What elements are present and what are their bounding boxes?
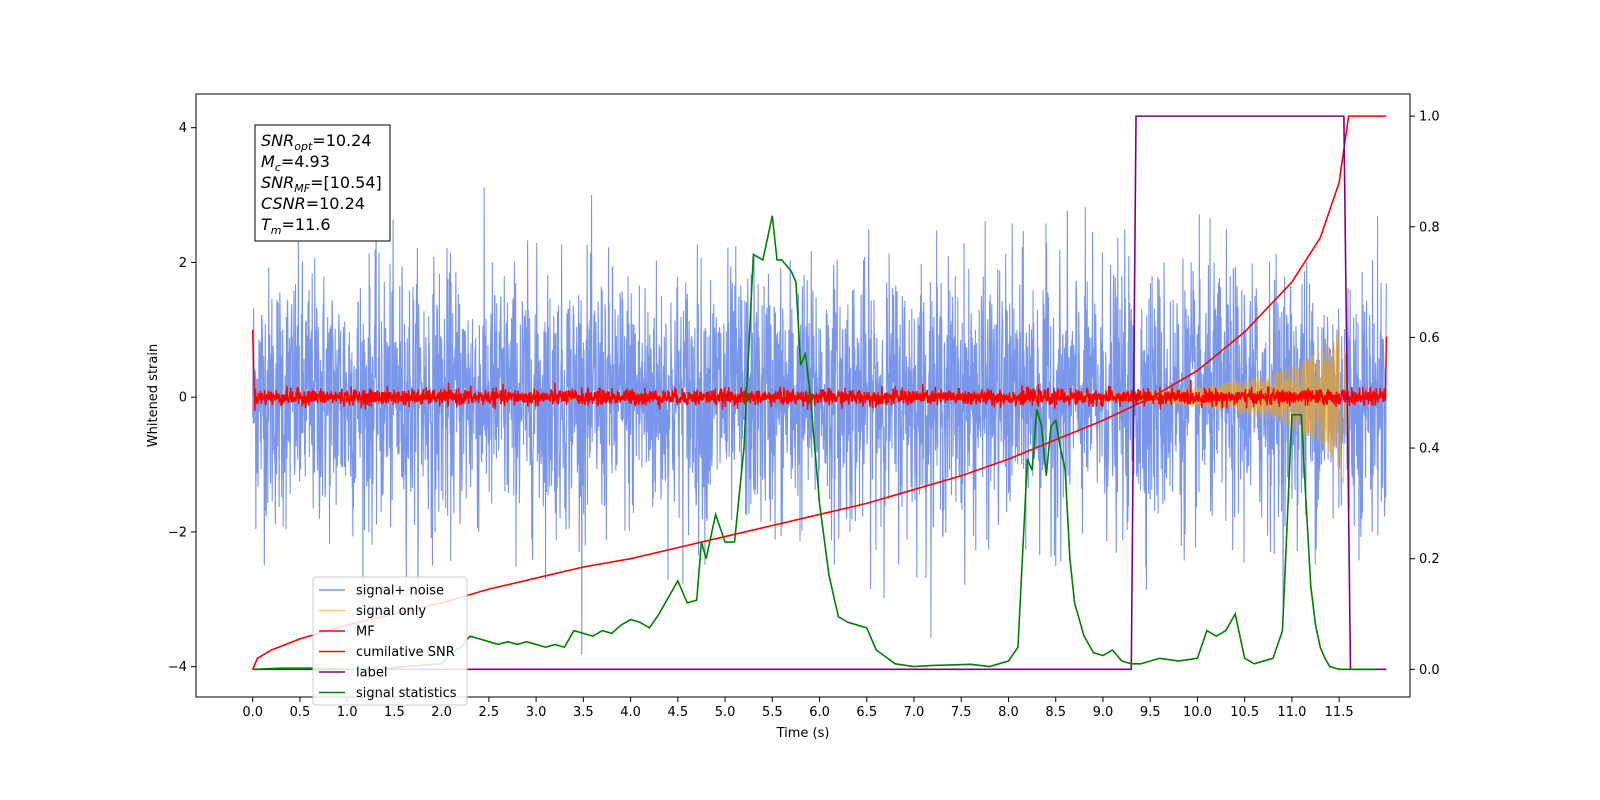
- legend-label: cumilative SNR: [356, 645, 455, 660]
- y-right-tick-label: 0.6: [1419, 331, 1440, 346]
- x-axis: 0.0 0.5 1.0 1.5 2.0 2.5 3.0 3.5 4.0 4.5 5.0 5.5 6.0 6…: [242, 697, 1354, 720]
- y-axis-right: 1.0 0.8 0.6 0.4 0.2 0.0: [1410, 110, 1440, 678]
- plot-frame: [195, 93, 1411, 698]
- x-tick-label: 10.0: [1183, 705, 1212, 720]
- y-left-tick-label: −2: [168, 525, 187, 540]
- x-tick-label: 4.0: [620, 705, 641, 720]
- series-line: [252, 187, 1387, 655]
- x-tick-label: 7.0: [904, 705, 925, 720]
- y-axis-title: Whitened strain: [146, 344, 161, 447]
- x-tick-label: 6.5: [856, 705, 877, 720]
- legend-item: signal+ noise: [319, 584, 444, 599]
- x-tick-label: 3.0: [526, 705, 547, 720]
- x-tick-label: 1.0: [337, 705, 358, 720]
- legend-item: signal statistics: [319, 686, 457, 701]
- legend-item: MF: [319, 625, 375, 640]
- info-box: SNRopt=10.24 Mc=4.93 SNRMF=[10.54] CSNR=…: [254, 124, 391, 242]
- y-left-tick-label: 0: [179, 391, 187, 406]
- x-tick-label: 5.0: [715, 705, 736, 720]
- x-tick-label: 10.5: [1230, 705, 1259, 720]
- info-merger-time: Tm=11.6: [261, 215, 331, 237]
- info-csnr: CSNR=10.24: [261, 194, 365, 213]
- x-tick-label: 8.5: [1045, 705, 1066, 720]
- y-left-tick-label: −4: [168, 660, 187, 675]
- x-tick-label: 2.0: [431, 705, 452, 720]
- x-axis-title: Time (s): [776, 726, 830, 741]
- info-chirp-mass: Mc=4.93: [261, 152, 330, 174]
- info-box-frame: [254, 124, 391, 242]
- series-signal-statistics: [252, 215, 1377, 671]
- y-right-tick-label: 0.4: [1419, 442, 1440, 457]
- x-tick-label: 5.5: [762, 705, 783, 720]
- legend-item: cumilative SNR: [319, 645, 455, 660]
- x-tick-label: 8.0: [998, 705, 1019, 720]
- y-right-tick-label: 1.0: [1419, 110, 1440, 125]
- x-tick-label: 11.0: [1277, 705, 1306, 720]
- legend-label: label: [356, 666, 387, 681]
- series-signal-noise: [252, 187, 1387, 655]
- series-line: [251, 329, 1388, 411]
- legend-label: MF: [356, 625, 375, 640]
- x-tick-label: 0.0: [242, 705, 263, 720]
- legend-label: signal+ noise: [356, 584, 444, 599]
- x-tick-label: 3.5: [573, 705, 594, 720]
- x-tick-label: 9.0: [1093, 705, 1114, 720]
- y-axis-left: 4 2 0 −2 −4: [168, 121, 196, 675]
- legend-label: signal statistics: [356, 686, 457, 701]
- legend-frame: [312, 576, 468, 706]
- x-tick-label: 2.5: [479, 705, 500, 720]
- legend-item: label: [319, 666, 387, 681]
- y-right-tick-label: 0.0: [1419, 663, 1440, 678]
- series-mf: [251, 329, 1388, 411]
- x-tick-label: 4.5: [667, 705, 688, 720]
- y-left-tick-label: 4: [179, 121, 187, 136]
- x-tick-label: 9.5: [1140, 705, 1161, 720]
- series-line: [252, 215, 1377, 671]
- x-tick-label: 11.5: [1325, 705, 1354, 720]
- legend-item: signal only: [319, 604, 426, 619]
- y-right-tick-label: 0.8: [1419, 220, 1440, 235]
- y-left-tick-label: 2: [179, 256, 187, 271]
- info-snr-mf: SNRMF=[10.54]: [261, 173, 382, 195]
- y-right-tick-label: 0.2: [1419, 552, 1440, 567]
- legend: signal+ noise signal only MF cumilative SNR…: [312, 576, 468, 706]
- x-tick-label: 7.5: [951, 705, 972, 720]
- x-tick-label: 6.0: [809, 705, 830, 720]
- x-tick-label: 1.5: [384, 705, 405, 720]
- x-tick-label: 0.5: [290, 705, 311, 720]
- info-snr-opt: SNRopt=10.24: [261, 131, 372, 153]
- legend-label: signal only: [356, 604, 426, 619]
